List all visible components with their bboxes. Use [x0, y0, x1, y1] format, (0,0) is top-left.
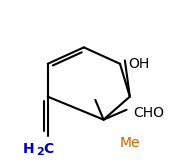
Text: H: H [23, 142, 35, 156]
Text: OH: OH [128, 57, 149, 71]
Text: Me: Me [120, 136, 140, 150]
Text: C: C [43, 142, 53, 156]
Text: 2: 2 [36, 147, 44, 157]
Text: CHO: CHO [133, 106, 164, 120]
